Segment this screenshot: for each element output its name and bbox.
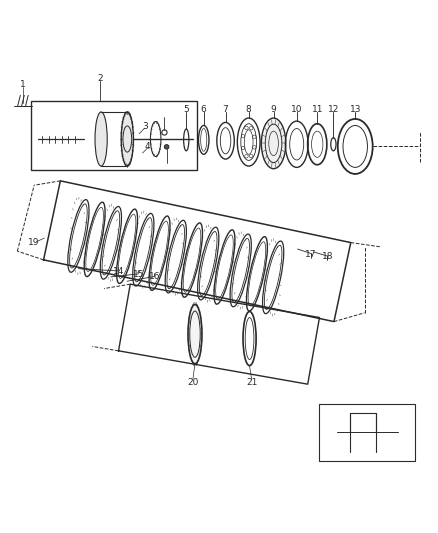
Ellipse shape — [121, 112, 134, 166]
Text: 6: 6 — [201, 105, 207, 114]
Bar — [31, 101, 197, 171]
Ellipse shape — [261, 118, 286, 169]
Text: 17: 17 — [305, 250, 316, 259]
Ellipse shape — [188, 304, 202, 364]
Text: 4: 4 — [145, 142, 151, 151]
Text: 19: 19 — [28, 238, 39, 247]
Text: 10: 10 — [291, 105, 303, 114]
Text: 12: 12 — [328, 105, 339, 114]
Text: 9: 9 — [271, 105, 276, 114]
Text: 8: 8 — [246, 105, 251, 114]
Circle shape — [164, 144, 169, 149]
Text: 5: 5 — [184, 105, 189, 114]
Text: 13: 13 — [350, 105, 361, 114]
Ellipse shape — [95, 112, 107, 166]
Bar — [319, 404, 416, 461]
Text: 20: 20 — [187, 378, 198, 387]
Text: 11: 11 — [311, 105, 323, 114]
Text: 2: 2 — [97, 74, 103, 83]
Text: 14: 14 — [113, 267, 124, 276]
Text: 18: 18 — [321, 253, 333, 261]
Text: 21: 21 — [246, 378, 258, 387]
Text: 3: 3 — [142, 122, 148, 131]
Text: 15: 15 — [132, 270, 144, 279]
Text: 16: 16 — [148, 272, 160, 281]
Text: 1: 1 — [20, 80, 25, 90]
Text: 7: 7 — [223, 105, 229, 114]
